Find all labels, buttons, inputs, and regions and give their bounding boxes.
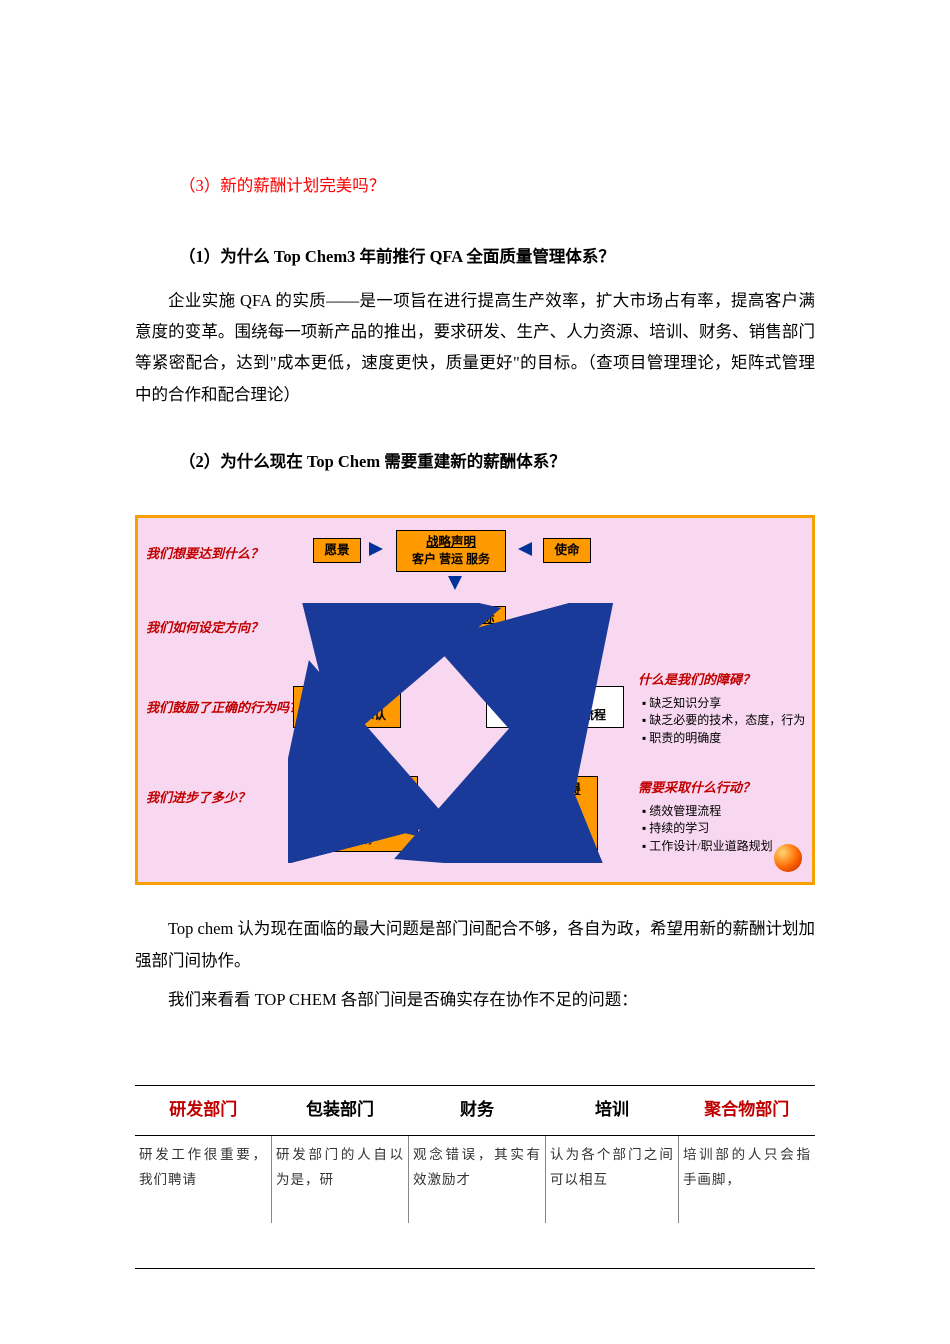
r2-i0: 绩效管理流程 [642,803,813,820]
th-finance: 财务 [409,1086,546,1135]
strategy-sub: 客户 营运 服务 [412,552,490,566]
box-monitor: 监控与评估 平衡分数卡 异常报告 行动计划 [308,776,418,851]
r1-i2: 职责的明确度 [642,730,813,747]
reward-s: 表现 表扬 承认 [308,708,386,722]
paragraph-3: 我们来看看 TOP CHEM 各部门间是否确实存在协作不足的问题： [135,984,815,1015]
box-vision: 愿景 [313,538,361,563]
right-barriers: 什么是我们的障碍？ 缺乏知识分享 缺乏必要的技术，态度，行为 职责的明确度 [638,668,813,747]
th-training: 培训 [546,1086,679,1135]
box-goal: 设定绩效目标 短期 长期 [408,606,506,648]
heading-1: （1）为什么 Top Chem3 年前推行 QFA 全面质量管理体系？ [179,241,815,272]
paragraph-2: Top chem 认为现在面临的最大问题是部门间配合不够，各自为政，希望用新的薪… [135,913,815,976]
r1-i1: 缺乏必要的技术，态度，行为 [642,712,813,729]
box-strategy: 战略声明 客户 营运 服务 [396,530,506,572]
question-3: （3）新的薪酬计划完美吗？ [179,170,815,201]
dept-table: 研发部门 包装部门 财务 培训 聚合物部门 研发工作很重要，我们聘请 研发部门的… [135,1086,815,1223]
q-progress: 我们进步了多少？ [146,786,250,811]
th-packaging: 包装部门 [272,1086,409,1135]
goal-t: 设定绩效目标 [415,610,499,627]
right1-q: 什么是我们的障碍？ [638,668,813,693]
strategy-title: 战略声明 [403,534,499,551]
overcome-list: 人员 技术 企业流程 [495,798,591,847]
overcome-t: 克服绩效障碍 [495,781,591,798]
overcome-i0: 人员 [497,798,591,814]
paragraph-1: 企业实施 QFA 的实质——是一项旨在进行提高生产效率，扩大市场占有率，提高客户… [135,285,815,410]
monitor-i1: 异常报告 [317,814,411,830]
table-row: 研发工作很重要，我们聘请 研发部门的人自以为是，研 观念错误，其实有效激励才 认… [135,1135,815,1223]
monitor-i2: 行动计划 [317,831,411,847]
box-mission: 使命 [543,538,591,563]
dept-table-wrap: 研发部门 包装部门 财务 培训 聚合物部门 研发工作很重要，我们聘请 研发部门的… [135,1085,815,1223]
td-4: 培训部的人只会指手画脚， [678,1135,815,1223]
decorative-sphere [774,844,802,872]
arrow-right-1 [369,542,383,556]
q-encourage: 我们鼓励了正确的行为吗？ [146,696,302,721]
overcome-i2: 企业流程 [497,831,591,847]
box-overcome: 克服绩效障碍 人员 技术 企业流程 [488,776,598,851]
overcome-i1: 技术 [497,814,591,830]
reward-t: 奖励与指导 [300,690,394,707]
barrier-s: 人员 技术 企业流程 [504,708,606,722]
footer-rule [135,1268,815,1269]
monitor-list: 平衡分数卡 异常报告 行动计划 [315,798,411,847]
q-direction: 我们如何设定方向？ [146,616,263,641]
r1-i0: 缺乏知识分享 [642,695,813,712]
td-0: 研发工作很重要，我们聘请 [135,1135,272,1223]
arrow-left-1 [518,542,532,556]
th-rd: 研发部门 [135,1086,272,1135]
goal-s: 短期 长期 [431,628,482,642]
q-achieve: 我们想要达到什么？ [146,542,263,567]
monitor-i0: 平衡分数卡 [317,798,411,814]
performance-cycle-diagram: 我们想要达到什么？ 我们如何设定方向？ 我们鼓励了正确的行为吗？ 我们进步了多少… [135,515,815,885]
arrow-down-1 [448,576,462,590]
td-1: 研发部门的人自以为是，研 [272,1135,409,1223]
th-polymer: 聚合物部门 [678,1086,815,1135]
td-3: 认为各个部门之间可以相互 [546,1135,679,1223]
td-2: 观念错误，其实有效激励才 [409,1135,546,1223]
r2-i1: 持续的学习 [642,820,813,837]
box-reward: 奖励与指导 表现 表扬 承认 [293,686,401,728]
barrier-t: 确认绩效障碍 [493,690,617,707]
monitor-t: 监控与评估 [315,781,411,798]
heading-2: （2）为什么现在 Top Chem 需要重建新的薪酬体系？ [179,446,815,477]
right2-q: 需要采取什么行动？ [638,776,813,801]
box-barrier: 确认绩效障碍 人员 技术 企业流程 [486,686,624,728]
